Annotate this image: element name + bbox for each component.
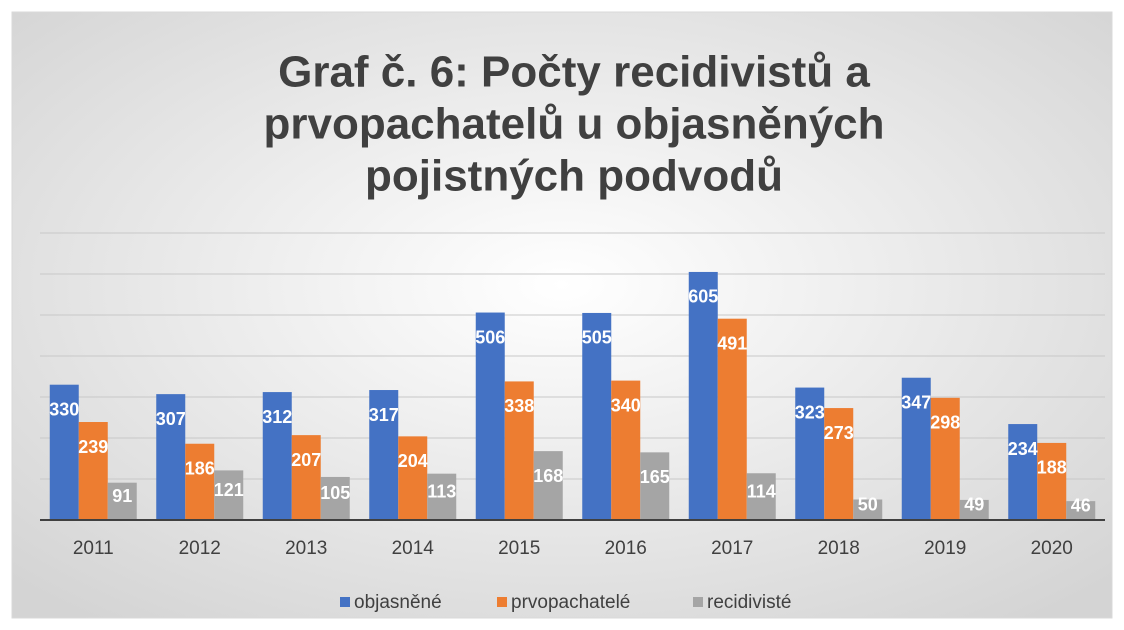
bar <box>504 381 534 520</box>
bar <box>1066 501 1096 520</box>
x-tick-label: 2015 <box>498 538 540 559</box>
bar <box>398 436 428 520</box>
data-label: 340 <box>611 395 641 415</box>
x-tick-label: 2016 <box>605 538 647 559</box>
bar <box>262 392 292 520</box>
x-tick-label: 2020 <box>1031 538 1073 559</box>
data-label: 207 <box>291 450 321 470</box>
bar <box>107 482 137 520</box>
bar <box>49 384 79 520</box>
bar <box>214 470 244 520</box>
legend-label: objasněné <box>354 592 442 613</box>
legend-swatch <box>497 597 507 607</box>
data-label: 312 <box>262 407 292 427</box>
bar <box>746 473 776 520</box>
data-label: 307 <box>156 409 186 429</box>
bar <box>717 318 747 520</box>
data-label: 505 <box>582 328 612 348</box>
data-label: 338 <box>504 396 534 416</box>
data-label: 204 <box>398 451 428 471</box>
data-label: 113 <box>427 482 456 502</box>
data-label: 317 <box>369 405 399 425</box>
x-tick-label: 2019 <box>924 538 966 559</box>
data-label: 330 <box>49 399 79 419</box>
bar <box>1037 442 1067 520</box>
bar <box>1008 424 1038 520</box>
bar <box>427 473 457 520</box>
bar <box>582 312 612 520</box>
data-label: 491 <box>717 333 747 353</box>
bar <box>824 408 854 520</box>
data-label: 105 <box>320 483 350 503</box>
x-tick-label: 2013 <box>285 538 327 559</box>
bar <box>78 422 108 520</box>
bar <box>853 499 883 520</box>
x-tick-label: 2011 <box>73 538 114 559</box>
bar <box>156 394 186 520</box>
data-label: 114 <box>747 481 776 501</box>
data-label: 605 <box>688 287 718 307</box>
legend-label: prvopachatelé <box>511 592 630 613</box>
chart-title: prvopachatelů u objasněných <box>263 100 884 149</box>
x-tick-label: 2017 <box>711 538 753 559</box>
bar <box>930 397 960 520</box>
data-label: 46 <box>1071 495 1091 515</box>
bar <box>688 271 718 520</box>
bar <box>475 312 505 520</box>
data-label: 50 <box>858 495 878 515</box>
bar <box>640 452 670 520</box>
bar <box>320 476 350 520</box>
data-label: 298 <box>930 413 960 433</box>
data-label: 273 <box>824 423 854 443</box>
bar <box>611 380 641 520</box>
bar <box>291 435 321 520</box>
bar <box>533 451 563 520</box>
data-label: 323 <box>795 402 825 422</box>
chart-title: pojistných podvodů <box>365 152 783 201</box>
data-label: 168 <box>533 466 563 486</box>
bar <box>795 387 825 520</box>
bar <box>959 499 989 520</box>
bar <box>901 377 931 520</box>
data-label: 49 <box>964 495 984 515</box>
chart-title: Graf č. 6: Počty recidivistů a <box>278 48 870 97</box>
data-label: 165 <box>640 467 670 487</box>
data-label: 91 <box>112 486 132 506</box>
data-label: 234 <box>1008 439 1038 459</box>
data-label: 239 <box>78 437 108 457</box>
data-label: 186 <box>185 458 215 478</box>
x-tick-label: 2018 <box>818 538 860 559</box>
legend-label: recidivisté <box>707 592 791 613</box>
data-label: 347 <box>901 392 931 412</box>
bar <box>369 390 399 520</box>
x-tick-label: 2012 <box>179 538 221 559</box>
legend-swatch <box>693 597 703 607</box>
data-label: 506 <box>475 327 505 347</box>
data-label: 121 <box>214 480 244 500</box>
bar <box>185 443 215 520</box>
legend-swatch <box>340 597 350 607</box>
data-label: 188 <box>1037 458 1067 478</box>
x-tick-label: 2014 <box>392 538 435 559</box>
